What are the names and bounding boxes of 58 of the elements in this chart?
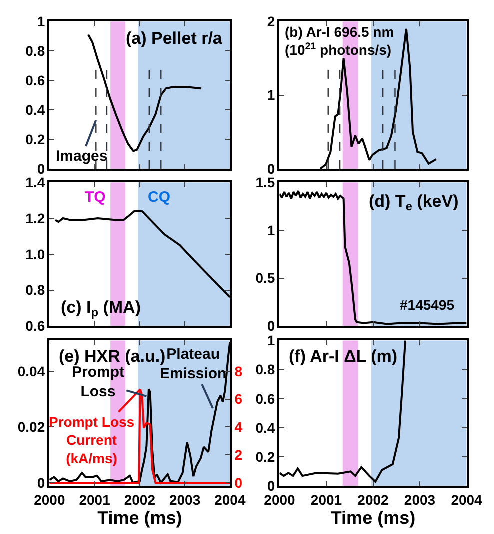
y-tick-label: 0.02 — [18, 419, 46, 436]
y-tick-label: 1.5 — [256, 174, 276, 191]
annotation: Images — [56, 148, 108, 165]
line-series — [87, 34, 202, 152]
text: (c) I$_{p}$ (MA) — [61, 298, 141, 320]
chart-title: (e) HXR (a.u.) — [59, 347, 166, 366]
x-axis-title: Time (ms) — [98, 508, 182, 528]
text: (a) Pellet r/a — [126, 29, 223, 48]
x-tick-label: 2001 — [310, 492, 342, 508]
y-tick-label: 0.04 — [18, 363, 46, 380]
x-tick-label: 2002 — [124, 492, 156, 508]
y-tick-label: 0 — [37, 474, 46, 491]
y-tick-label: 0.5 — [256, 270, 276, 286]
y-tick-label: 0 — [267, 160, 276, 177]
annotation: Prompt Loss — [72, 364, 125, 400]
band-label: CQ — [148, 189, 171, 206]
x-axis-title: Time (ms) — [330, 508, 416, 528]
x-tick-label: 2003 — [169, 492, 201, 508]
y-tick-label: 1.4 — [26, 174, 46, 191]
x-tick-label: 2001 — [79, 492, 111, 508]
y-tick-label: 1.2 — [26, 210, 46, 226]
y-tick-label: 0.2 — [26, 131, 46, 148]
text: (d) T$_{e}$ (keV) — [369, 192, 459, 214]
y-tick-label: 1 — [37, 13, 46, 30]
annotation: #145495 — [400, 297, 455, 313]
y-tick-label: 0.8 — [26, 282, 46, 298]
x-tick-label: 2000 — [34, 492, 66, 508]
y2-tick-label: 4 — [234, 419, 243, 436]
x-tick-label: 2003 — [404, 492, 436, 508]
y-tick-label: 0 — [267, 478, 276, 494]
y-tick-label: 1.0 — [26, 246, 46, 262]
y-tick-label: 0.6 — [26, 72, 46, 88]
chart-title: (f) Ar-I ΔL (m) — [289, 347, 398, 366]
y2-tick-label: 8 — [234, 363, 243, 380]
x-tick-label: 2000 — [264, 492, 296, 508]
y2-tick-label: 2 — [234, 447, 243, 464]
chart-title: (b) Ar-I 696.5 nm — [285, 24, 394, 40]
y-tick-label: 0 — [37, 160, 46, 177]
y-tick-label: 0.6 — [256, 390, 276, 407]
legend-label: Prompt Loss Current (kA/ms) — [49, 414, 135, 466]
text: (10$^{21}$ photons/s) — [285, 41, 392, 58]
y-tick-label: 1 — [267, 87, 276, 104]
y-tick-label: 0.8 — [26, 42, 46, 59]
y-tick-label: 1 — [267, 222, 276, 238]
x-tick-label: 2004 — [214, 492, 246, 508]
y2-tick-label: 6 — [234, 391, 243, 408]
y-tick-label: 0.4 — [26, 102, 46, 118]
y-tick-label: 0 — [267, 318, 276, 334]
x-tick-label: 2004 — [451, 492, 483, 508]
y2-tick-label: 0 — [234, 474, 243, 491]
y-tick-label: 1 — [267, 332, 276, 349]
y-tick-label: 0.8 — [256, 362, 276, 378]
y-tick-label: 0.2 — [256, 449, 276, 466]
y-tick-label: 2 — [267, 13, 276, 30]
band-label: TQ — [85, 189, 106, 206]
x-tick-label: 2002 — [358, 492, 390, 508]
y-tick-label: 0.6 — [26, 318, 46, 334]
y-tick-label: 0.4 — [256, 420, 276, 436]
